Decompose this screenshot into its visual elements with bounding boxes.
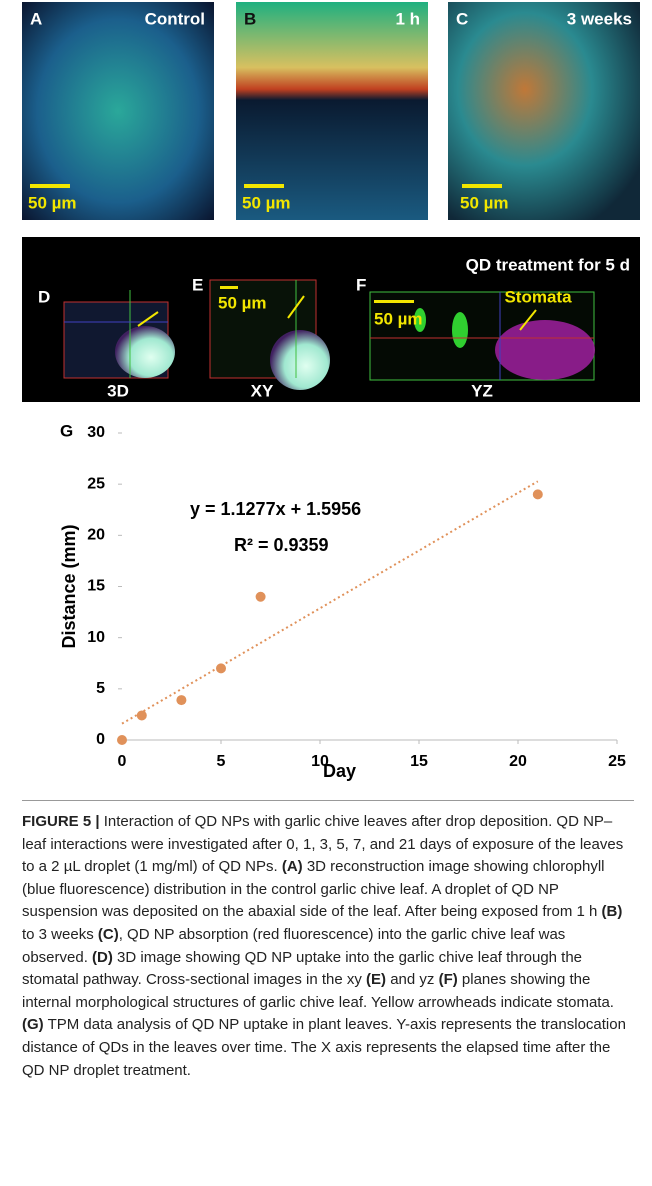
caption-bold: (E) [366,971,387,989]
panel-a: A Control 50 µm [22,2,214,220]
chloroplast [452,312,468,348]
micrograph [209,279,317,379]
caption-bold: (F) [438,971,458,989]
panel-letter: F [356,275,366,294]
chart-g: G 0 5 10 15 20 25 30 0 5 10 15 20 25 Day Distance (mm)… [59,421,626,780]
caption-bold: (G) [22,1016,44,1034]
arrow [519,309,537,331]
x-tick-label: 25 [608,753,626,770]
equation: y = 1.1277x + 1.5956 [190,499,361,519]
x-axis-title: Day [323,761,356,781]
y-tick-label: 25 [87,475,105,492]
caption-bold: (B) [601,903,623,921]
caption-text: planes showing the internal morphologica… [22,971,614,1011]
panel-label: 3 weeks [567,9,632,28]
caption-text: , QD NP absorption (red fluorescence) in… [22,925,566,966]
panel-letter: E [192,275,203,294]
y-axis-title: Distance (mm) [59,524,79,648]
panel-c: C 3 weeks 50 µm [448,2,640,220]
micrograph [448,2,640,220]
scale-label: 50 µm [242,193,291,212]
droplet [270,330,330,390]
scale-label: 50 µm [460,193,509,212]
caption-text: 3D reconstruction image showing chloroph… [22,858,605,921]
caption-text: TPM data analysis of QD NP uptake in pla… [22,1016,626,1079]
droplet [115,326,175,378]
x-tick-label: 10 [311,753,329,770]
point [255,591,266,602]
caption: FIGURE 5 | Interaction of QD NPs with ga… [22,800,634,1082]
scale-label: 50 µm [218,293,267,312]
scale-bar [244,184,284,188]
micrograph [22,2,214,220]
caption-text: Interaction of QD NPs with garlic chive … [22,813,624,876]
panel-letter: D [38,287,50,306]
caption-text: to 3 weeks [22,925,98,943]
chloroplast [414,308,426,332]
y-tick-label: 20 [87,527,105,544]
view-label: 3D [107,381,129,400]
point [117,735,127,745]
caption-text: 3D image showing QD NP uptake into the g… [22,948,583,989]
figure: A Control 50 µm B 1 h 50 µm C 3 weeks 50… [22,2,640,781]
scale-label: 50 µm [374,309,423,328]
trendline [121,480,539,725]
scale-bar [220,286,238,289]
point [136,710,147,721]
caption-bold: FIGURE 5 | [22,813,100,830]
panel-letter: C [456,9,468,28]
panel-b: B 1 h 50 µm [236,2,428,220]
arrow [287,295,305,319]
y-tick-label: 10 [87,629,105,646]
y-tick-label: 0 [96,731,105,748]
panel-letter: G [60,421,73,440]
y-tick-label: 15 [87,578,105,595]
point [176,695,187,706]
panel-label: 1 h [395,9,420,28]
caption-bold: (D) [92,948,113,966]
scale-bar [30,184,70,188]
panel-def: QD treatment for 5 d D 3D E 50 µm XY F 5… [22,237,640,402]
panel-letter: B [244,9,256,28]
panel-title: QD treatment for 5 d [466,255,630,274]
caption-text: and yz [386,971,439,989]
micrograph [236,2,428,220]
arrow [137,311,159,327]
panel-label: Control [145,9,205,28]
x-tick-label: 0 [118,753,127,770]
view-label: YZ [471,381,493,400]
caption-bold: (A) [281,858,303,876]
x-tick-label: 5 [217,753,226,770]
panel-letter: A [30,9,42,28]
point [532,489,543,500]
r-squared: R² = 0.9359 [234,535,329,555]
y-tick-label: 5 [96,680,105,697]
caption-bold: (C) [97,925,119,943]
point [216,663,226,674]
x-tick-label: 15 [410,753,428,770]
y-tick-label: 30 [87,424,105,441]
scale-bar [374,300,414,303]
x-tick-label: 20 [509,753,527,770]
scale-bar [462,184,502,188]
view-label: XY [251,381,274,400]
annotation: Stomata [504,287,572,306]
stomata [495,320,595,380]
scale-label: 50 µm [28,193,77,212]
